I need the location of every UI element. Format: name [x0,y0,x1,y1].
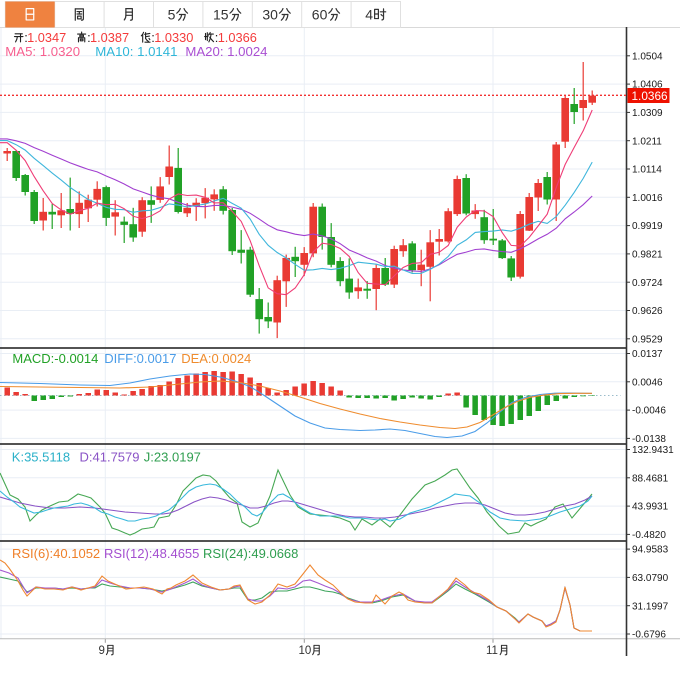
svg-text:9: 9 [99,645,105,657]
svg-text::: : [151,30,155,45]
svg-text:0.0137: 0.0137 [632,349,663,360]
svg-text:60: 60 [312,7,328,23]
svg-text:10: 10 [299,645,312,657]
svg-text:1.0114: 1.0114 [632,165,662,176]
svg-text:1.0016: 1.0016 [632,193,663,204]
svg-text:MA20: 1.0024: MA20: 1.0024 [185,44,267,59]
svg-text::: : [24,30,28,45]
svg-text:5: 5 [168,7,176,23]
svg-text:1.0330: 1.0330 [154,30,193,45]
svg-text:-0.4820: -0.4820 [632,530,666,541]
svg-text:15: 15 [213,7,229,23]
svg-text:132.9431: 132.9431 [632,445,674,456]
svg-text:1.0309: 1.0309 [632,108,663,119]
svg-text:63.0790: 63.0790 [632,573,669,584]
svg-text:4: 4 [365,7,373,23]
svg-text:94.9583: 94.9583 [632,545,669,556]
svg-text:MA10: 1.0141: MA10: 1.0141 [95,44,177,59]
svg-text:0.9919: 0.9919 [632,221,663,232]
svg-text:-0.6796: -0.6796 [632,630,666,641]
svg-text:0.0046: 0.0046 [632,377,663,388]
svg-text:11: 11 [486,645,498,657]
svg-text:1.0366: 1.0366 [632,89,669,103]
svg-text:31.1997: 31.1997 [632,601,669,612]
svg-text::: : [215,30,219,45]
svg-text:MACD:-0.0014: MACD:-0.0014 [12,351,98,366]
svg-text:1.0211: 1.0211 [632,136,662,147]
svg-text:30: 30 [262,7,278,23]
svg-text:0.9529: 0.9529 [632,334,663,345]
svg-text:1.0387: 1.0387 [90,30,129,45]
svg-text:D:41.7579: D:41.7579 [80,450,140,465]
svg-text:MA5: 1.0320: MA5: 1.0320 [5,44,80,59]
svg-text:0.9821: 0.9821 [632,250,663,261]
svg-text:-0.0138: -0.0138 [632,434,666,445]
svg-text:RSI(6):40.1052: RSI(6):40.1052 [12,546,100,561]
svg-text:0.9626: 0.9626 [632,306,663,317]
svg-text:0.9724: 0.9724 [632,278,663,289]
svg-text:K:35.5118: K:35.5118 [12,450,70,465]
svg-text:43.9931: 43.9931 [632,502,669,513]
svg-text:1.0366: 1.0366 [218,30,257,45]
svg-text:RSI(12):48.4655: RSI(12):48.4655 [104,546,199,561]
svg-text:DIFF:0.0017: DIFF:0.0017 [104,351,176,366]
svg-text:-0.0046: -0.0046 [632,406,666,417]
svg-text::: : [87,30,91,45]
svg-text:1.0406: 1.0406 [632,80,663,91]
svg-text:RSI(24):49.0668: RSI(24):49.0668 [203,546,298,561]
svg-text:88.4681: 88.4681 [632,473,669,484]
svg-text:DEA:0.0024: DEA:0.0024 [181,351,251,366]
svg-text:1.0504: 1.0504 [632,51,663,62]
svg-text:1.0347: 1.0347 [27,30,66,45]
svg-text:J:23.0197: J:23.0197 [144,450,201,465]
